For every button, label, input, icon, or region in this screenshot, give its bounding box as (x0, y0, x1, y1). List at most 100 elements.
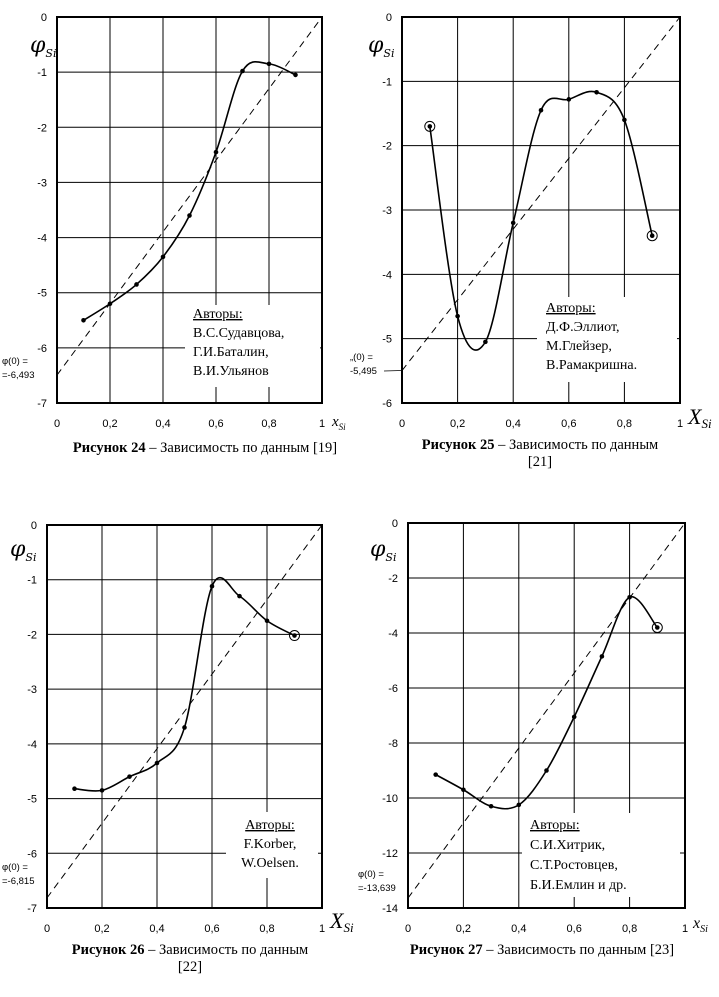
data-point (293, 72, 298, 78)
data-point-circled (424, 120, 436, 132)
author-name: М.Глейзер, (546, 339, 612, 354)
author-name: W.Oelsen. (241, 856, 299, 871)
data-point (127, 774, 132, 779)
y-tick-label: -6 (37, 343, 47, 355)
intercept-label: φ(0) = (2, 862, 28, 873)
author-name: В.И.Ульянов (193, 364, 269, 379)
y-tick-label: -3 (382, 205, 392, 217)
data-point (134, 282, 139, 287)
authors-box (522, 813, 680, 897)
data-point (622, 117, 627, 123)
x-tick-label: 0,8 (622, 923, 637, 935)
x-tick-label: 0,6 (567, 923, 582, 935)
data-curve (83, 60, 296, 321)
authors-box (226, 812, 318, 878)
reference-line-dashed (56, 16, 323, 376)
authors-title: Авторы: (530, 818, 580, 833)
chart-27: 0 0,2 0,4 0,6 0,8 1 0 -2 -4 -6 -8 -10 -12 -14 Авторы: С… (358, 518, 708, 935)
author-name: С.Т.Ростовцев, (530, 858, 618, 873)
y-tick-label: -6 (27, 848, 37, 860)
data-point (488, 803, 494, 809)
intercept-label: „(0) = (350, 352, 373, 363)
y-axis-symbol: φ (370, 537, 386, 562)
data-point (455, 313, 460, 319)
y-tick-label: -5 (37, 288, 47, 300)
caption-text: – Зависимость по данным [19] (145, 440, 338, 456)
plot-frame (56, 16, 323, 404)
y-tick-label: 0 (41, 12, 47, 24)
y-axis-label: φSi (10, 537, 36, 564)
x-tick-label: 0 (44, 923, 50, 935)
caption-number: Рисунок 27 (409, 942, 483, 958)
data-point (81, 317, 86, 323)
data-point (240, 68, 245, 74)
y-tick-label: -2 (27, 629, 37, 641)
plot-frame (407, 522, 686, 909)
y-tick-label: -2 (382, 141, 392, 153)
x-tick-label: 0 (405, 923, 411, 935)
x-tick-label: 0,4 (506, 418, 521, 430)
x-tick-label: 0,2 (102, 418, 117, 430)
caption-number: Рисунок 26 (71, 942, 145, 958)
x-tick-label: 0,2 (456, 923, 471, 935)
x-tick-label: 0,2 (94, 923, 109, 935)
x-axis-subscript: Si (339, 422, 347, 432)
data-point (433, 772, 439, 777)
x-tick-label: 0,8 (617, 418, 632, 430)
plot-frame (401, 16, 681, 404)
reference-line-dashed (407, 522, 686, 899)
y-tick-label: 0 (392, 518, 398, 530)
y-tick-label: -10 (382, 793, 398, 805)
y-tick-label: -5 (27, 794, 37, 806)
data-point (213, 149, 219, 155)
caption-text: – Зависимость по данным (494, 437, 659, 453)
caption-number: Рисунок 24 (72, 440, 146, 456)
caption-reference: [22] (177, 959, 203, 975)
x-tick-label: 0,6 (208, 418, 223, 430)
author-name: Д.Ф.Эллиот, (546, 320, 620, 335)
authors-box (185, 305, 320, 387)
y-tick-label: -4 (388, 628, 398, 640)
data-point (510, 220, 516, 226)
authors-title: Авторы: (546, 301, 596, 316)
y-tick-label: -1 (37, 67, 47, 79)
data-point (627, 594, 632, 600)
authors-title: Авторы: (245, 818, 295, 833)
data-point (516, 802, 522, 808)
y-tick-label: -1 (27, 575, 37, 587)
author-name: В.Рамакришна. (546, 358, 637, 373)
plot-frame (46, 524, 323, 909)
y-tick-label: -14 (382, 903, 398, 915)
y-axis-symbol: φ (10, 537, 26, 562)
data-point (107, 301, 113, 307)
intercept-label: -5,495 (350, 366, 377, 377)
intercept-label: φ(0) = (2, 356, 28, 367)
x-tick-label: 0,8 (261, 418, 276, 430)
reference-line-dashed (46, 524, 323, 899)
data-point (599, 654, 605, 659)
data-point (266, 61, 272, 67)
caption-figure-24: Рисунок 24 – Зависимость по данным [19] (50, 440, 360, 457)
x-axis-subscript: Si (700, 924, 708, 935)
y-tick-label: -4 (382, 269, 392, 281)
data-point (538, 107, 544, 113)
author-name: С.И.Хитрик, (530, 838, 605, 853)
authors-title: Авторы: (193, 307, 243, 322)
author-name: F.Korber, (244, 837, 297, 852)
y-tick-label: -3 (27, 684, 37, 696)
y-axis-label: φSi (370, 537, 396, 564)
y-tick-label: -3 (37, 177, 47, 189)
y-axis-symbol: φ (368, 33, 384, 58)
data-point (72, 786, 77, 792)
intercept-label: =-6,493 (2, 370, 35, 381)
intercept-label: =-13,639 (358, 883, 396, 894)
y-tick-label: -12 (382, 848, 398, 860)
x-tick-label: 0,4 (155, 418, 170, 430)
x-tick-label: 1 (677, 418, 683, 430)
intercept-label: =-6,815 (2, 876, 35, 887)
y-tick-label: 0 (386, 12, 392, 24)
data-point (160, 254, 166, 260)
y-tick-label: 0 (31, 520, 37, 532)
x-axis-subscript: Si (701, 416, 712, 431)
